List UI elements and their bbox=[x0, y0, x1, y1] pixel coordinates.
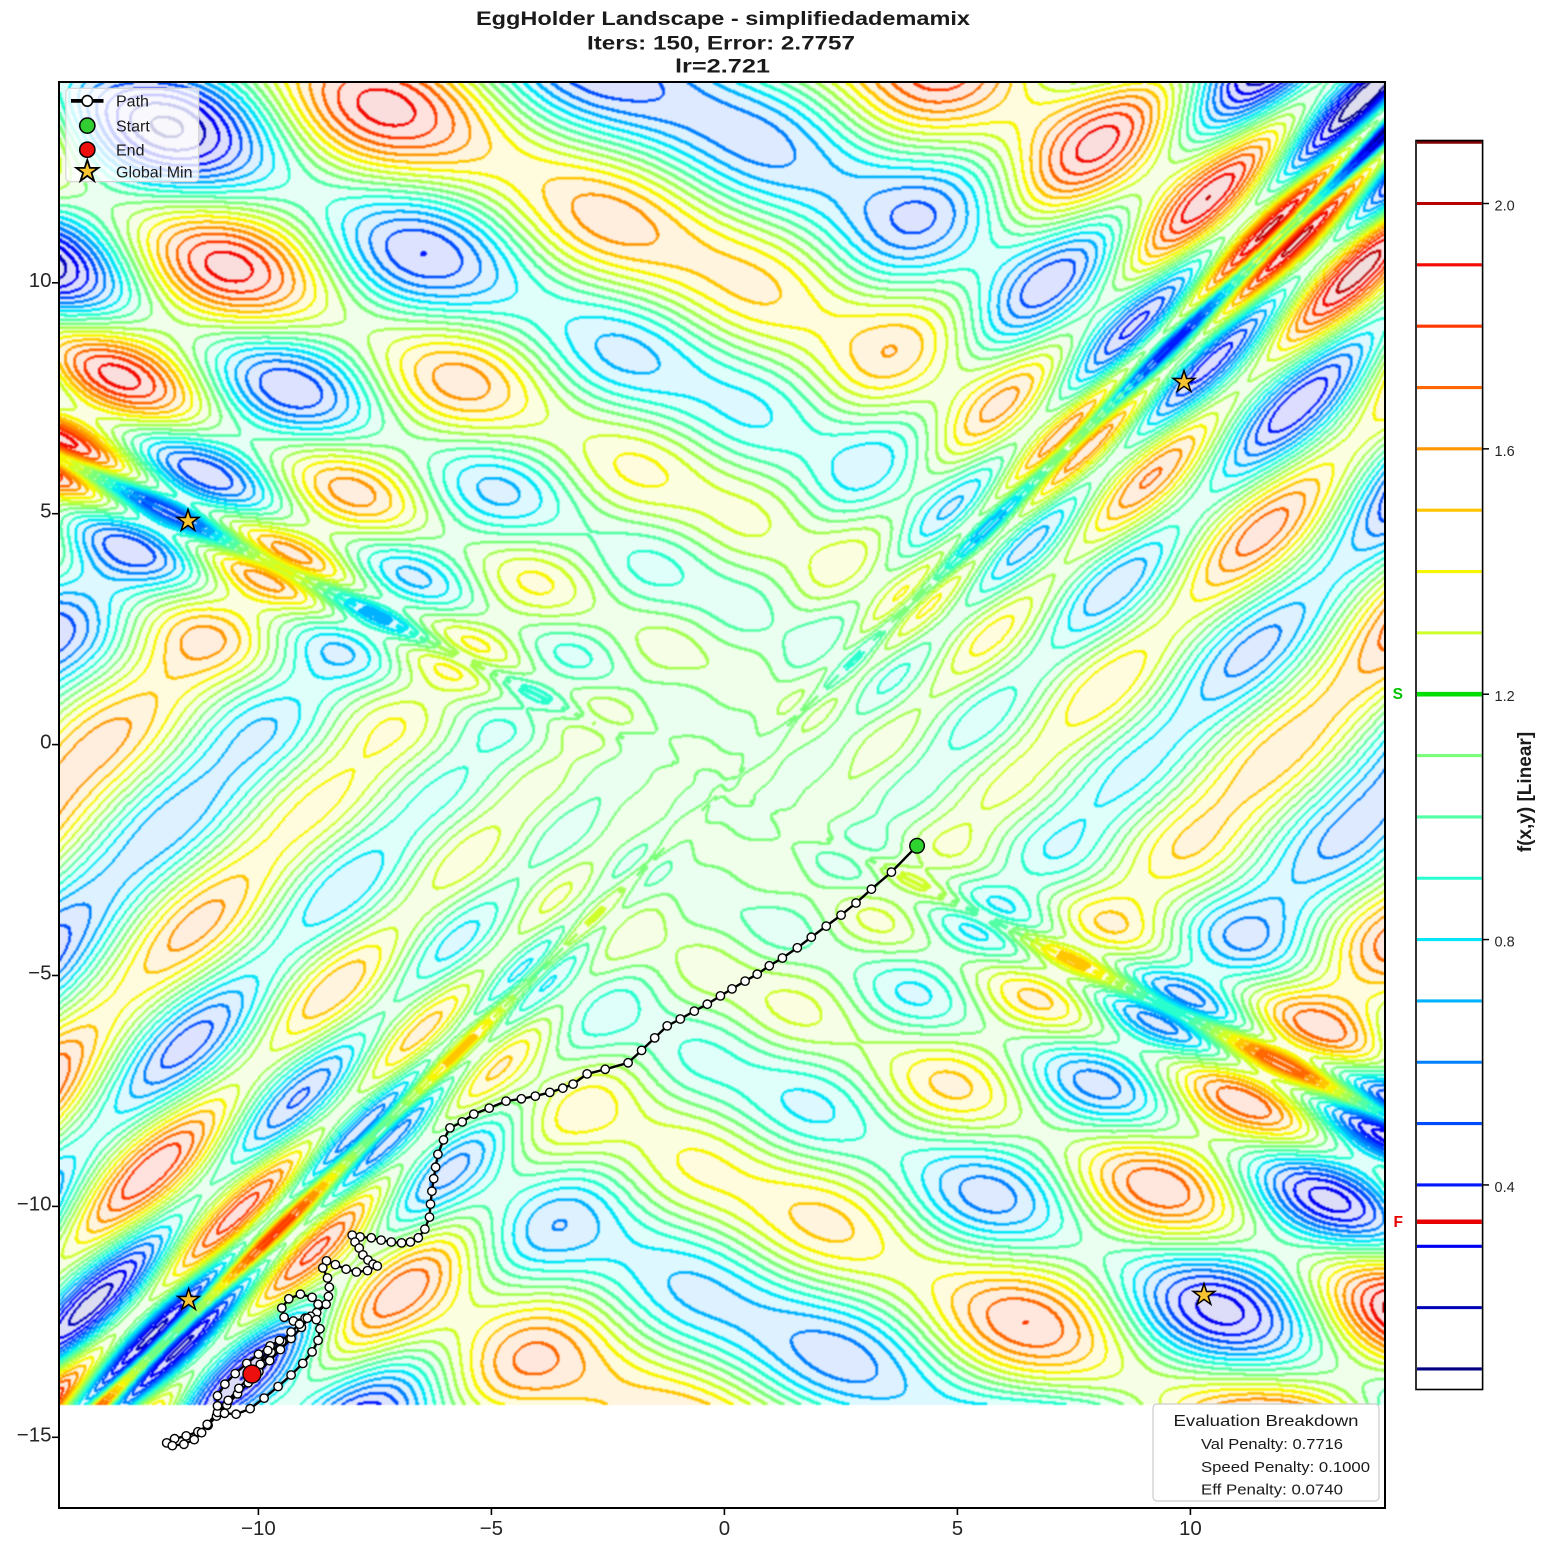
svg-text:−15: −15 bbox=[17, 1423, 52, 1446]
svg-text:S: S bbox=[1393, 686, 1403, 703]
svg-text:lr=2.721: lr=2.721 bbox=[675, 56, 770, 78]
svg-text:Eff Penalty: 0.0740: Eff Penalty: 0.0740 bbox=[1201, 1482, 1343, 1499]
svg-text:10: 10 bbox=[1179, 1517, 1202, 1540]
svg-text:EggHolder Landscape - simplifi: EggHolder Landscape - simplifiedademamix bbox=[476, 8, 970, 30]
svg-text:−10: −10 bbox=[17, 1192, 52, 1215]
svg-text:−10: −10 bbox=[241, 1517, 276, 1540]
svg-text:Evaluation Breakdown: Evaluation Breakdown bbox=[1174, 1413, 1359, 1430]
svg-text:5: 5 bbox=[952, 1517, 963, 1540]
svg-text:End: End bbox=[116, 142, 144, 159]
svg-text:0.4: 0.4 bbox=[1495, 1180, 1515, 1196]
svg-text:5: 5 bbox=[40, 500, 51, 523]
svg-text:f(x,y) [Linear]: f(x,y) [Linear] bbox=[1515, 732, 1536, 852]
svg-text:Speed Penalty: 0.1000: Speed Penalty: 0.1000 bbox=[1201, 1459, 1370, 1476]
svg-text:1.2: 1.2 bbox=[1495, 689, 1515, 705]
svg-text:−5: −5 bbox=[480, 1517, 503, 1540]
svg-text:2.0: 2.0 bbox=[1495, 199, 1515, 215]
svg-text:0: 0 bbox=[719, 1517, 730, 1540]
svg-text:Global Min: Global Min bbox=[116, 164, 192, 181]
svg-text:10: 10 bbox=[29, 269, 52, 292]
svg-text:Start: Start bbox=[116, 118, 150, 135]
svg-text:0: 0 bbox=[40, 731, 51, 754]
svg-text:Val Penalty: 0.7716: Val Penalty: 0.7716 bbox=[1201, 1436, 1343, 1453]
svg-text:1.6: 1.6 bbox=[1495, 444, 1515, 460]
svg-text:0.8: 0.8 bbox=[1495, 935, 1515, 951]
svg-text:Iters: 150, Error: 2.7757: Iters: 150, Error: 2.7757 bbox=[587, 33, 855, 55]
svg-text:−5: −5 bbox=[28, 962, 51, 985]
svg-text:F: F bbox=[1394, 1214, 1403, 1231]
svg-text:Path: Path bbox=[116, 94, 149, 111]
